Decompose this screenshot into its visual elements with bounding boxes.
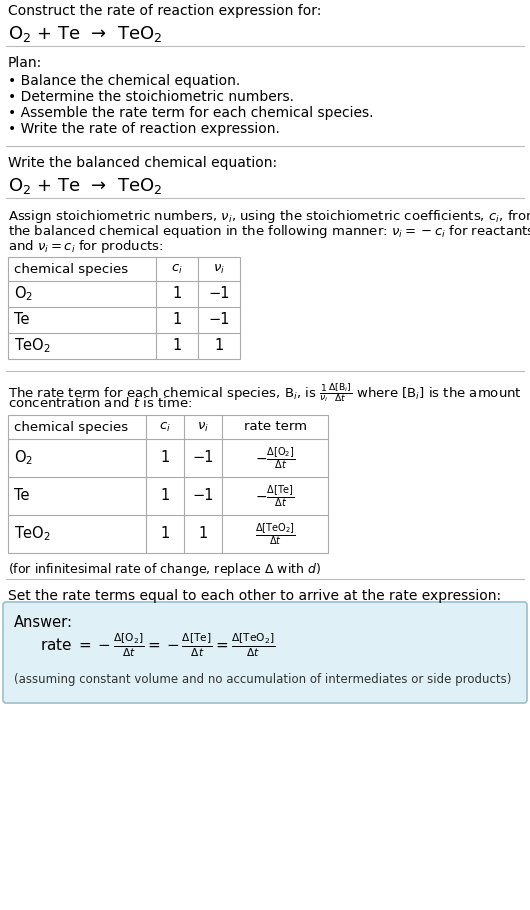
Text: O$_2$ + Te  →  TeO$_2$: O$_2$ + Te → TeO$_2$ <box>8 176 163 196</box>
Text: $\nu_i$: $\nu_i$ <box>197 420 209 433</box>
Text: O$_2$: O$_2$ <box>14 285 33 303</box>
Text: O$_2$ + Te  →  TeO$_2$: O$_2$ + Te → TeO$_2$ <box>8 24 163 44</box>
Text: 1: 1 <box>172 312 182 328</box>
Text: $-\frac{\Delta[\mathrm{Te}]}{\Delta t}$: $-\frac{\Delta[\mathrm{Te}]}{\Delta t}$ <box>255 483 295 509</box>
Text: chemical species: chemical species <box>14 262 128 276</box>
Text: Set the rate terms equal to each other to arrive at the rate expression:: Set the rate terms equal to each other t… <box>8 589 501 603</box>
Text: • Balance the chemical equation.: • Balance the chemical equation. <box>8 74 240 88</box>
Text: chemical species: chemical species <box>14 420 128 433</box>
Text: Answer:: Answer: <box>14 615 73 630</box>
Text: 1: 1 <box>198 527 208 541</box>
Text: the balanced chemical equation in the following manner: $\nu_i = -c_i$ for react: the balanced chemical equation in the fo… <box>8 223 530 240</box>
Text: −1: −1 <box>208 312 229 328</box>
Text: The rate term for each chemical species, B$_i$, is $\frac{1}{\nu_i}\frac{\Delta[: The rate term for each chemical species,… <box>8 381 522 404</box>
Bar <box>8 257 240 359</box>
Text: $c_i$: $c_i$ <box>171 262 183 276</box>
Text: $\nu_i$: $\nu_i$ <box>213 262 225 276</box>
Text: TeO$_2$: TeO$_2$ <box>14 525 51 543</box>
Text: $\frac{\Delta[\mathrm{TeO_2}]}{\Delta t}$: $\frac{\Delta[\mathrm{TeO_2}]}{\Delta t}… <box>255 521 295 547</box>
Text: −1: −1 <box>208 287 229 301</box>
FancyBboxPatch shape <box>3 602 527 703</box>
Text: $-\frac{\Delta[\mathrm{O_2}]}{\Delta t}$: $-\frac{\Delta[\mathrm{O_2}]}{\Delta t}$ <box>255 445 295 470</box>
Text: (assuming constant volume and no accumulation of intermediates or side products): (assuming constant volume and no accumul… <box>14 673 511 686</box>
Text: 1: 1 <box>161 527 170 541</box>
Text: Plan:: Plan: <box>8 56 42 70</box>
Text: 1: 1 <box>172 339 182 353</box>
Bar <box>8 415 328 553</box>
Text: rate term: rate term <box>243 420 306 433</box>
Text: 1: 1 <box>172 287 182 301</box>
Text: (for infinitesimal rate of change, replace Δ with $d$): (for infinitesimal rate of change, repla… <box>8 561 321 578</box>
Text: Te: Te <box>14 312 30 328</box>
Text: −1: −1 <box>192 489 214 503</box>
Text: TeO$_2$: TeO$_2$ <box>14 337 51 355</box>
Text: 1: 1 <box>161 450 170 466</box>
Text: and $\nu_i = c_i$ for products:: and $\nu_i = c_i$ for products: <box>8 238 164 255</box>
Text: Te: Te <box>14 489 30 503</box>
Text: 1: 1 <box>214 339 224 353</box>
Text: −1: −1 <box>192 450 214 466</box>
Text: $c_i$: $c_i$ <box>159 420 171 433</box>
Text: • Assemble the rate term for each chemical species.: • Assemble the rate term for each chemic… <box>8 106 374 120</box>
Text: 1: 1 <box>161 489 170 503</box>
Text: • Determine the stoichiometric numbers.: • Determine the stoichiometric numbers. <box>8 90 294 104</box>
Text: Assign stoichiometric numbers, $\nu_i$, using the stoichiometric coefficients, $: Assign stoichiometric numbers, $\nu_i$, … <box>8 208 530 225</box>
Text: O$_2$: O$_2$ <box>14 449 33 468</box>
Text: Write the balanced chemical equation:: Write the balanced chemical equation: <box>8 156 277 170</box>
Text: concentration and $t$ is time:: concentration and $t$ is time: <box>8 396 192 410</box>
Text: rate $= -\frac{\Delta[\mathrm{O_2}]}{\Delta t} = -\frac{\Delta[\mathrm{Te}]}{\De: rate $= -\frac{\Delta[\mathrm{O_2}]}{\De… <box>40 632 276 659</box>
Text: • Write the rate of reaction expression.: • Write the rate of reaction expression. <box>8 122 280 136</box>
Text: Construct the rate of reaction expression for:: Construct the rate of reaction expressio… <box>8 4 321 18</box>
